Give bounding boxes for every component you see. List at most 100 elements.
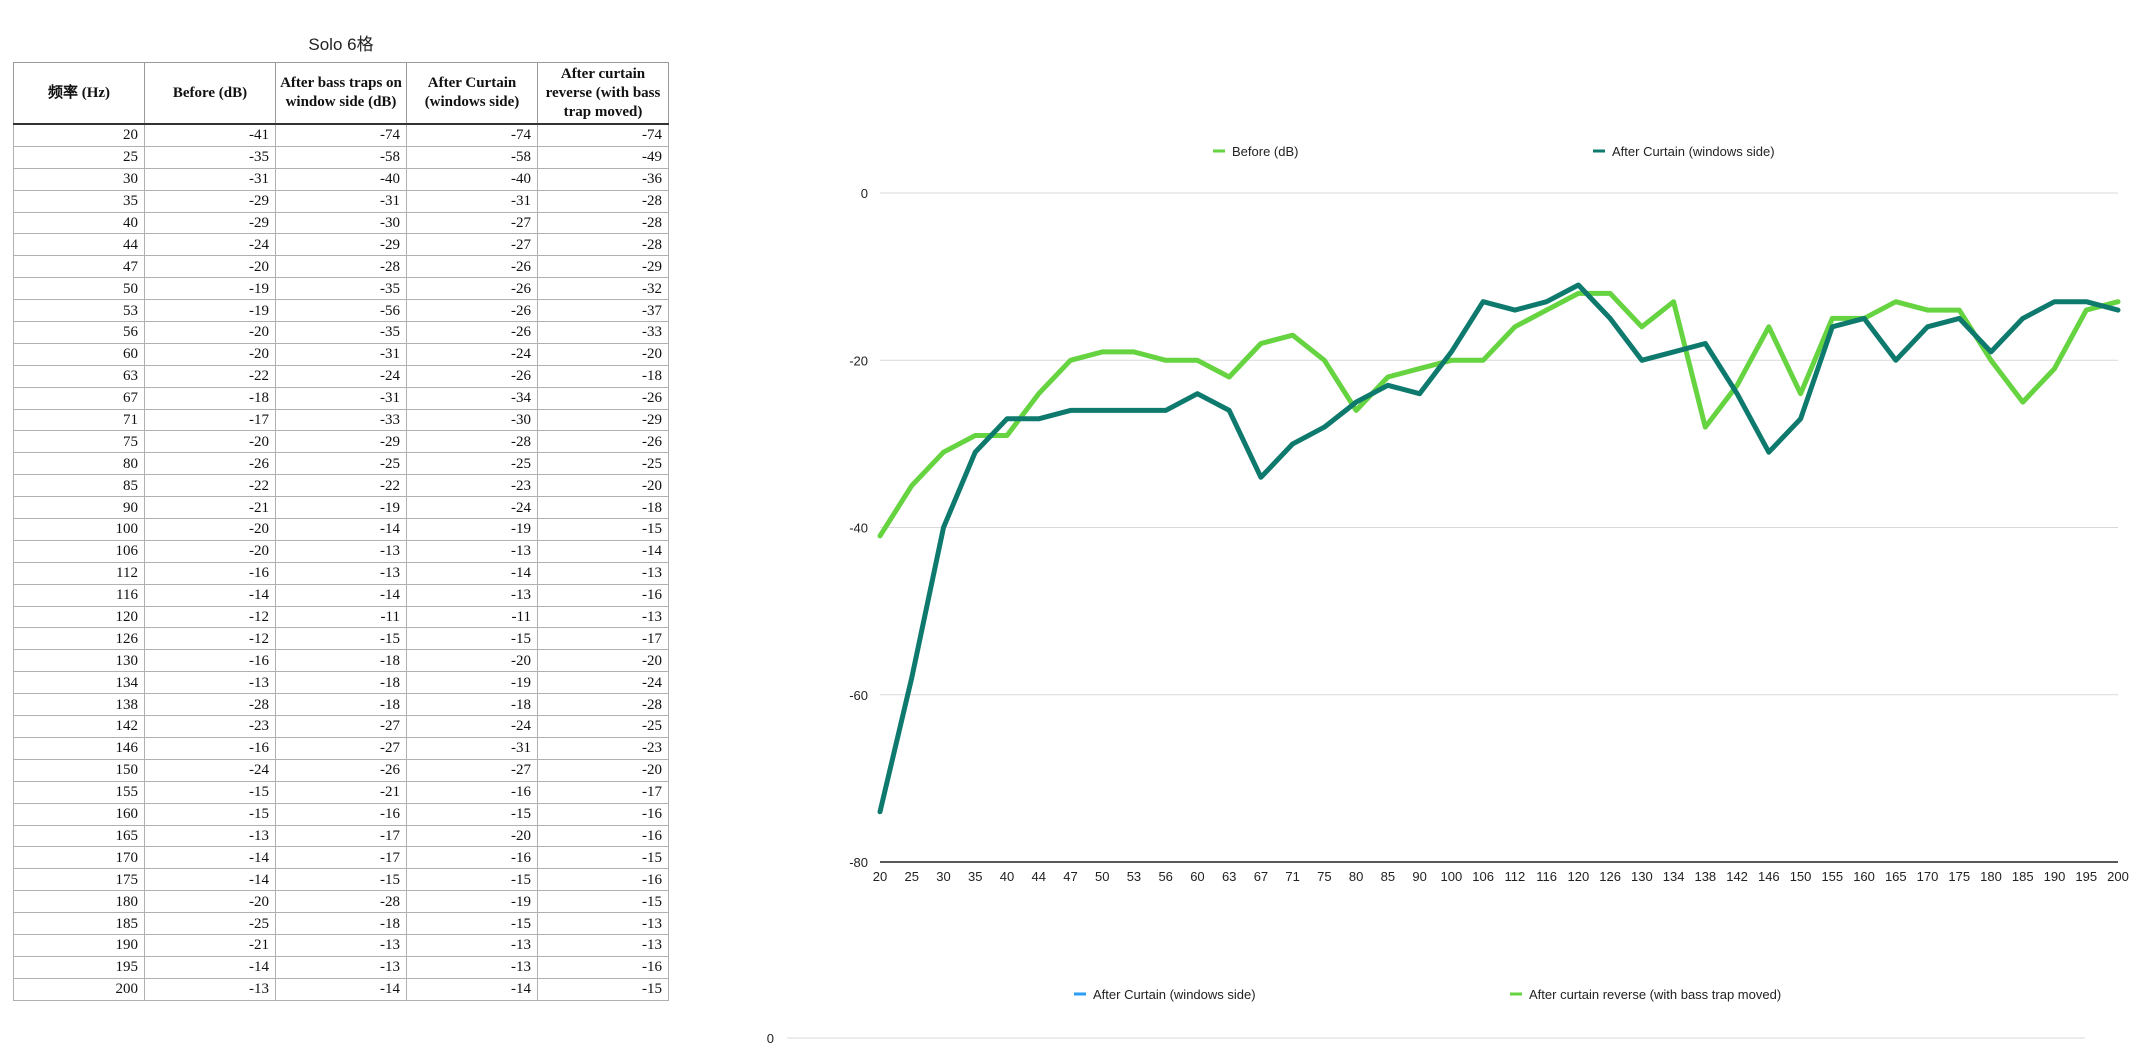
table-row: 130 -16 -18 -20 -20: [13, 649, 669, 673]
x-tick-label: 190: [2044, 869, 2066, 884]
table-cell: -11: [406, 605, 538, 629]
table-cell: -33: [275, 408, 407, 432]
table-row: 146 -16 -27 -31 -23: [13, 736, 669, 760]
second-chart: After Curtain (windows side) After curtai…: [767, 987, 2085, 1046]
table-row: 100 -20 -14 -19 -15: [13, 518, 669, 541]
table-cell: -24: [406, 342, 538, 366]
table-cell: -20: [144, 255, 276, 279]
x-tick-label: 44: [1031, 869, 1045, 884]
table-cell: -56: [275, 299, 407, 323]
x-tick-label: 50: [1095, 869, 1109, 884]
x-tick-label: 35: [968, 869, 982, 884]
table-cell: -26: [537, 386, 669, 410]
table-row: 120 -12 -11 -11 -13: [13, 605, 669, 629]
table-cell: -26: [537, 430, 669, 454]
table-cell: -13: [144, 977, 276, 1001]
x-tick-label: 106: [1472, 869, 1494, 884]
table-row: 175 -14 -15 -15 -16: [13, 868, 669, 892]
table-cell: -14: [275, 583, 407, 607]
y-tick-label: -60: [849, 688, 868, 703]
x-tick-label: 142: [1726, 869, 1748, 884]
table-cell: -15: [406, 912, 538, 935]
x-tick-label: 85: [1381, 869, 1395, 884]
table-cell: 116: [13, 583, 145, 607]
table-cell: -18: [275, 649, 407, 673]
table-cell: -15: [537, 518, 669, 541]
table-row: 71 -17 -33 -30 -29: [13, 408, 669, 432]
table-cell: -35: [275, 277, 407, 301]
table-cell: -35: [144, 145, 276, 169]
series-line-2: [877, 282, 2121, 815]
table-cell: 67: [13, 386, 145, 410]
table-row: 47 -20 -28 -26 -29: [13, 255, 669, 279]
table-row: 185 -25 -18 -15 -13: [13, 912, 669, 935]
table-row: 67 -18 -31 -34 -26: [13, 386, 669, 410]
table-row: 165 -13 -17 -20 -16: [13, 824, 669, 848]
table-cell: -14: [406, 977, 538, 1001]
y-tick-label: 0: [861, 186, 868, 201]
table-title: Solo 6格: [308, 35, 374, 54]
x-tick-label: 134: [1663, 869, 1685, 884]
x-tick-label: 40: [1000, 869, 1014, 884]
table-row: 63 -22 -24 -26 -18: [13, 364, 669, 388]
table-cell: -29: [275, 430, 407, 454]
x-tick-label: 90: [1412, 869, 1426, 884]
table-cell: -21: [275, 780, 407, 804]
legend-label: Before (dB): [1232, 144, 1298, 159]
table-cell: -19: [406, 518, 538, 541]
x-tick-label: 170: [1917, 869, 1939, 884]
y-tick-label: -20: [849, 353, 868, 368]
table-cell: -29: [537, 255, 669, 279]
table-cell: -74: [275, 123, 407, 147]
header-frequency: 频率 (Hz): [13, 62, 145, 125]
x-tick-label: 75: [1317, 869, 1331, 884]
table-cell: -34: [406, 386, 538, 410]
table-cell: -23: [406, 474, 538, 498]
table-cell: -25: [406, 452, 538, 476]
table-cell: 120: [13, 605, 145, 629]
table-cell: -13: [406, 955, 538, 979]
table-cell: -14: [275, 518, 407, 541]
x-tick-label: 185: [2012, 869, 2034, 884]
table-cell: -37: [537, 299, 669, 323]
x-tick-label: 180: [1980, 869, 2002, 884]
table-cell: 85: [13, 474, 145, 498]
x-tick-label: 63: [1222, 869, 1236, 884]
table-body: 20 -41 -74 -74 -74 25 -35 -58 -58 -49 30 -31 -40 -40-…: [13, 123, 669, 1001]
table-cell: 200: [13, 977, 145, 1001]
table-cell: -22: [144, 364, 276, 388]
x-tick-label: 155: [1821, 869, 1843, 884]
table-cell: 63: [13, 364, 145, 388]
table-row: 180 -20 -28 -19 -15: [13, 890, 669, 914]
table-cell: -33: [537, 321, 669, 344]
x-tick-label: 25: [905, 869, 919, 884]
table-row: 160 -15 -16 -15 -16: [13, 802, 669, 826]
legend-label: After Curtain (windows side): [1612, 144, 1775, 159]
x-tick-label: 165: [1885, 869, 1907, 884]
header-before: Before (dB): [144, 62, 276, 125]
table-cell: 56: [13, 321, 145, 344]
table-cell: -20: [537, 342, 669, 366]
x-tick-label: 200: [2107, 869, 2129, 884]
table-row: 53 -19 -56 -26 -37: [13, 299, 669, 323]
table-cell: -25: [537, 452, 669, 476]
table-cell: -35: [275, 321, 407, 344]
table-cell: 71: [13, 408, 145, 432]
x-tick-label: 53: [1127, 869, 1141, 884]
table-cell: -31: [275, 386, 407, 410]
table-cell: 170: [13, 846, 145, 870]
table-cell: -74: [537, 123, 669, 147]
table-cell: -41: [144, 123, 276, 147]
table-cell: -22: [144, 474, 276, 498]
table-cell: -19: [144, 277, 276, 301]
table-cell: -24: [275, 364, 407, 388]
table-cell: -13: [537, 933, 669, 957]
table-cell: -31: [406, 736, 538, 760]
table-row: 134 -13 -18 -19 -24: [13, 671, 669, 695]
table-cell: -31: [275, 342, 407, 366]
x-tick-label: 120: [1568, 869, 1590, 884]
table-cell: 60: [13, 342, 145, 366]
table-cell: -17: [144, 408, 276, 432]
table-row: 116 -14 -14 -13 -16: [13, 583, 669, 607]
table-cell: 100: [13, 518, 145, 541]
